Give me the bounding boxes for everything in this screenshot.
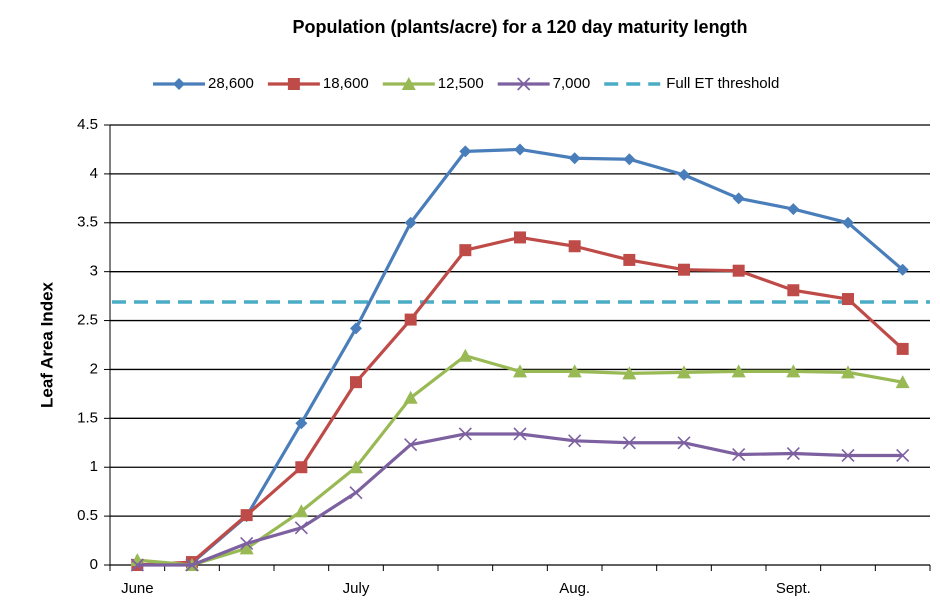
y-tick-label: 0 xyxy=(90,556,98,573)
marker xyxy=(349,486,363,500)
marker xyxy=(732,192,745,205)
marker xyxy=(841,448,855,463)
marker xyxy=(349,460,363,474)
marker xyxy=(350,376,362,389)
marker xyxy=(567,364,582,378)
marker xyxy=(294,504,309,518)
marker xyxy=(678,168,690,181)
marker xyxy=(350,322,362,335)
marker xyxy=(896,448,910,463)
marker xyxy=(130,553,145,567)
marker xyxy=(896,263,909,276)
legend-label: 28,600 xyxy=(208,75,254,92)
y-tick-label: 2 xyxy=(90,360,98,377)
marker xyxy=(458,427,472,441)
marker xyxy=(731,364,746,378)
marker xyxy=(514,231,526,244)
y-tick-label: 1.5 xyxy=(77,409,98,426)
marker xyxy=(786,364,801,378)
marker xyxy=(568,434,582,448)
x-tick-label: June xyxy=(121,580,154,597)
marker xyxy=(895,375,910,389)
marker xyxy=(842,293,854,306)
marker xyxy=(732,264,745,277)
series-line xyxy=(137,354,903,567)
y-tick-label: 3 xyxy=(90,263,98,280)
legend-label: 12,500 xyxy=(438,75,484,92)
marker xyxy=(130,558,144,572)
marker xyxy=(678,263,690,276)
x-tick-label: Sept. xyxy=(776,580,811,597)
marker xyxy=(568,240,581,253)
marker xyxy=(404,313,417,326)
legend-marker xyxy=(517,77,531,91)
marker xyxy=(732,447,746,462)
marker xyxy=(404,216,417,229)
x-tick-label: Aug. xyxy=(559,580,590,597)
y-tick-label: 3.5 xyxy=(77,214,98,231)
y-tick-label: 1 xyxy=(90,458,98,475)
legend-marker xyxy=(401,77,416,90)
marker xyxy=(404,438,418,452)
marker xyxy=(568,152,581,165)
marker xyxy=(295,461,308,474)
marker xyxy=(622,366,637,380)
y-tick-label: 0.5 xyxy=(77,507,98,524)
legend-label: Full ET threshold xyxy=(666,75,779,92)
marker xyxy=(677,436,691,450)
marker xyxy=(459,244,472,257)
marker xyxy=(185,558,199,572)
marker xyxy=(623,253,636,266)
marker xyxy=(294,521,308,535)
marker xyxy=(842,216,854,229)
marker xyxy=(622,436,636,450)
marker xyxy=(514,143,526,156)
marker xyxy=(513,427,527,441)
y-tick-label: 2.5 xyxy=(77,312,98,329)
marker xyxy=(240,509,253,522)
marker xyxy=(787,284,800,297)
marker xyxy=(295,417,308,430)
chart-title: Population (plants/acre) for a 120 day m… xyxy=(292,17,747,37)
legend-marker xyxy=(287,78,300,90)
legend-label: 7,000 xyxy=(553,75,591,92)
x-tick-label: July xyxy=(343,580,370,597)
marker xyxy=(459,145,472,158)
legend-label: 18,600 xyxy=(323,75,369,92)
marker xyxy=(239,541,254,555)
y-axis-label: Leaf Area Index xyxy=(37,281,56,408)
marker xyxy=(786,446,800,461)
marker xyxy=(787,203,800,216)
y-tick-label: 4 xyxy=(90,165,98,182)
marker xyxy=(458,348,473,362)
marker xyxy=(513,364,527,378)
marker xyxy=(896,342,909,355)
marker xyxy=(240,536,254,551)
marker xyxy=(841,365,855,379)
marker xyxy=(623,153,636,166)
series-line xyxy=(137,147,904,567)
marker xyxy=(403,390,418,404)
marker xyxy=(677,365,691,379)
y-tick-label: 4.5 xyxy=(77,116,98,133)
legend-marker xyxy=(173,78,185,90)
